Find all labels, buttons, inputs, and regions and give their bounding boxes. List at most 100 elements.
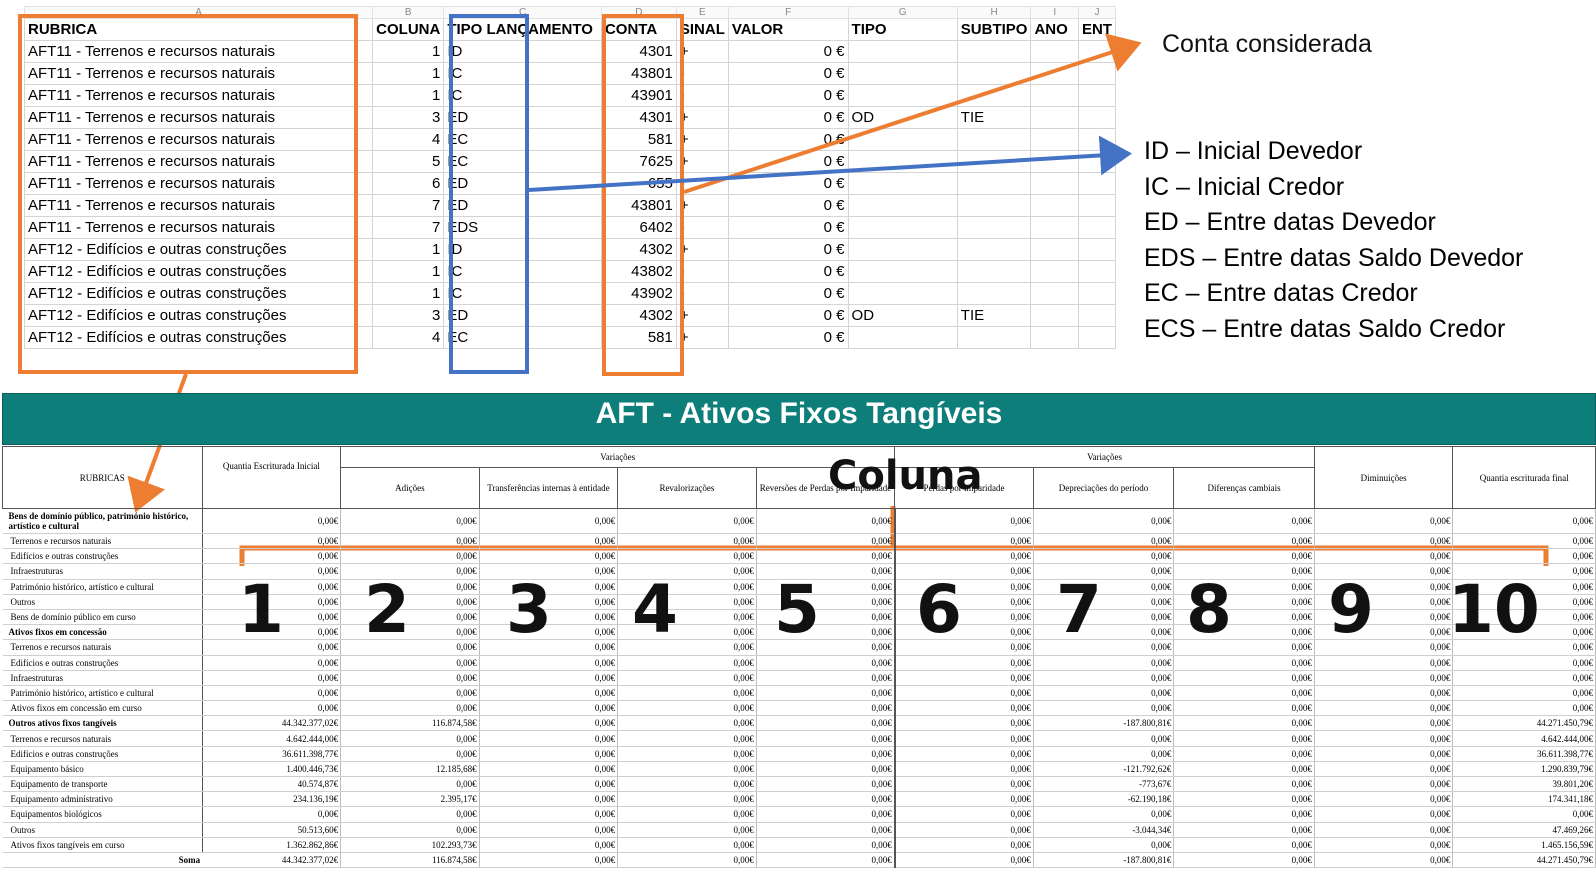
sheet-cell[interactable]: 7625 xyxy=(600,150,677,173)
sheet-cell[interactable] xyxy=(1077,84,1117,107)
sheet-cell[interactable] xyxy=(847,150,958,173)
sheet-cell[interactable] xyxy=(956,238,1032,261)
column-letter[interactable]: G xyxy=(847,6,958,19)
sheet-cell[interactable] xyxy=(1030,62,1079,85)
sheet-cell[interactable]: + xyxy=(675,194,729,217)
sheet-cell[interactable] xyxy=(1077,260,1117,283)
sheet-cell[interactable]: 6402 xyxy=(600,216,677,239)
sheet-cell[interactable]: 6 xyxy=(372,172,445,195)
sheet-cell[interactable]: - xyxy=(675,282,729,305)
sheet-cell[interactable] xyxy=(1030,172,1079,195)
sheet-cell[interactable] xyxy=(1030,194,1079,217)
sheet-cell[interactable] xyxy=(847,282,958,305)
sheet-cell[interactable] xyxy=(956,216,1032,239)
sheet-cell[interactable]: 1 xyxy=(372,282,445,305)
sheet-cell[interactable]: EDS xyxy=(443,216,602,239)
sheet-cell[interactable]: + xyxy=(675,304,729,327)
sheet-cell[interactable]: IC xyxy=(443,282,602,305)
column-letter[interactable]: F xyxy=(727,6,849,19)
sheet-cell[interactable]: 4 xyxy=(372,326,445,349)
sheet-cell[interactable]: AFT11 - Terrenos e recursos naturais xyxy=(23,62,374,85)
sheet-cell[interactable]: 4302 xyxy=(600,304,677,327)
sheet-cell[interactable] xyxy=(1077,172,1117,195)
sheet-cell[interactable]: 3 xyxy=(372,106,445,129)
sheet-cell[interactable] xyxy=(956,282,1032,305)
sheet-cell[interactable]: IC xyxy=(443,260,602,283)
sheet-cell[interactable] xyxy=(847,216,958,239)
sheet-header-cell[interactable]: RUBRICA xyxy=(23,18,374,41)
sheet-cell[interactable]: AFT12 - Edifícios e outras construções xyxy=(23,260,374,283)
sheet-cell[interactable]: 3 xyxy=(372,304,445,327)
sheet-header-cell[interactable]: SUBTIPO xyxy=(956,18,1032,41)
sheet-cell[interactable]: + xyxy=(675,40,729,63)
sheet-header-cell[interactable]: ENT xyxy=(1077,18,1117,41)
sheet-cell[interactable]: AFT11 - Terrenos e recursos naturais xyxy=(23,84,374,107)
sheet-header-cell[interactable]: COLUNA xyxy=(372,18,445,41)
sheet-cell[interactable] xyxy=(847,128,958,151)
sheet-cell[interactable]: EC xyxy=(443,326,602,349)
sheet-cell[interactable] xyxy=(847,172,958,195)
sheet-cell[interactable] xyxy=(847,326,958,349)
sheet-header-cell[interactable]: TIPO LANÇAMENTO xyxy=(443,18,602,41)
sheet-cell[interactable] xyxy=(1030,40,1079,63)
sheet-cell[interactable]: AFT11 - Terrenos e recursos naturais xyxy=(23,150,374,173)
sheet-cell[interactable] xyxy=(1030,128,1079,151)
sheet-cell[interactable]: TIE xyxy=(956,304,1032,327)
sheet-cell[interactable]: 0 € xyxy=(727,172,849,195)
sheet-cell[interactable] xyxy=(1030,282,1079,305)
sheet-cell[interactable]: 0 € xyxy=(727,150,849,173)
sheet-header-cell[interactable]: SINAL xyxy=(675,18,729,41)
sheet-cell[interactable] xyxy=(956,128,1032,151)
sheet-cell[interactable]: 0 € xyxy=(727,326,849,349)
sheet-cell[interactable]: 43802 xyxy=(600,260,677,283)
sheet-cell[interactable]: 0 € xyxy=(727,62,849,85)
sheet-cell[interactable]: 4302 xyxy=(600,238,677,261)
sheet-cell[interactable]: AFT11 - Terrenos e recursos naturais xyxy=(23,172,374,195)
sheet-cell[interactable]: OD xyxy=(847,304,958,327)
sheet-cell[interactable]: AFT12 - Edifícios e outras construções xyxy=(23,304,374,327)
sheet-cell[interactable]: ED xyxy=(443,172,602,195)
sheet-cell[interactable]: 655 xyxy=(600,172,677,195)
sheet-cell[interactable]: + xyxy=(675,238,729,261)
sheet-cell[interactable]: 0 € xyxy=(727,238,849,261)
sheet-cell[interactable] xyxy=(1030,304,1079,327)
sheet-cell[interactable] xyxy=(1030,260,1079,283)
sheet-cell[interactable]: 43901 xyxy=(600,84,677,107)
sheet-cell[interactable] xyxy=(956,84,1032,107)
sheet-cell[interactable]: ID xyxy=(443,238,602,261)
sheet-cell[interactable]: AFT11 - Terrenos e recursos naturais xyxy=(23,216,374,239)
sheet-cell[interactable] xyxy=(1030,150,1079,173)
sheet-cell[interactable]: 581 xyxy=(600,128,677,151)
sheet-cell[interactable]: 0 € xyxy=(727,260,849,283)
sheet-cell[interactable]: + xyxy=(675,128,729,151)
sheet-cell[interactable]: 7 xyxy=(372,194,445,217)
sheet-cell[interactable]: - xyxy=(675,216,729,239)
sheet-cell[interactable]: EC xyxy=(443,150,602,173)
sheet-cell[interactable] xyxy=(1077,106,1117,129)
column-letter[interactable]: E xyxy=(675,6,729,19)
sheet-cell[interactable] xyxy=(1077,62,1117,85)
sheet-cell[interactable]: 0 € xyxy=(727,84,849,107)
sheet-cell[interactable]: ED xyxy=(443,194,602,217)
column-letter[interactable]: I xyxy=(1030,6,1079,19)
column-letter[interactable]: H xyxy=(956,6,1032,19)
sheet-header-cell[interactable]: VALOR xyxy=(727,18,849,41)
sheet-cell[interactable] xyxy=(1077,150,1117,173)
sheet-cell[interactable]: 0 € xyxy=(727,106,849,129)
sheet-cell[interactable]: IC xyxy=(443,84,602,107)
sheet-cell[interactable]: 7 xyxy=(372,216,445,239)
sheet-cell[interactable] xyxy=(1077,238,1117,261)
sheet-cell[interactable] xyxy=(956,62,1032,85)
sheet-cell[interactable]: 1 xyxy=(372,84,445,107)
sheet-cell[interactable]: 0 € xyxy=(727,216,849,239)
sheet-cell[interactable]: 1 xyxy=(372,40,445,63)
sheet-cell[interactable]: AFT12 - Edifícios e outras construções xyxy=(23,326,374,349)
sheet-cell[interactable]: AFT11 - Terrenos e recursos naturais xyxy=(23,106,374,129)
sheet-cell[interactable] xyxy=(956,172,1032,195)
sheet-cell[interactable]: 0 € xyxy=(727,128,849,151)
sheet-cell[interactable] xyxy=(1077,282,1117,305)
sheet-cell[interactable]: ID xyxy=(443,40,602,63)
sheet-cell[interactable]: ED xyxy=(443,106,602,129)
sheet-cell[interactable]: 43902 xyxy=(600,282,677,305)
sheet-cell[interactable]: - xyxy=(675,62,729,85)
